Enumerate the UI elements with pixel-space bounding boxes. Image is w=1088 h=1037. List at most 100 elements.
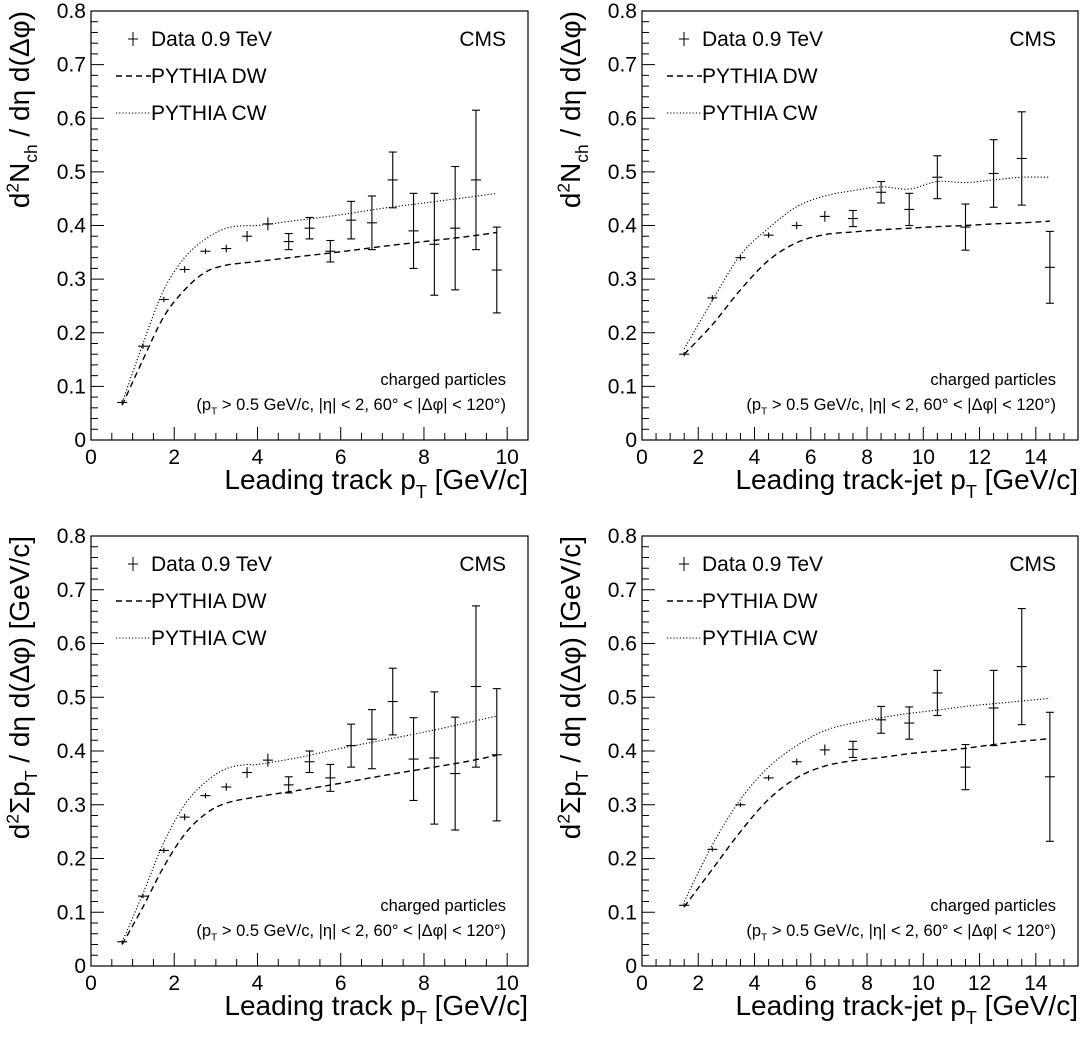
pythia-cw-curve <box>121 715 497 943</box>
data-point <box>304 216 315 240</box>
legend-label: PYTHIA DW <box>702 590 818 613</box>
y-tick-label: 0.3 <box>57 268 86 291</box>
data-point <box>904 706 915 740</box>
x-tick-label: 4 <box>252 446 264 469</box>
pythia-dw-curve <box>683 737 1050 908</box>
x-axis-title: Leading track-jet pT [GeV/c] <box>735 990 1078 1028</box>
x-tick-label: 6 <box>335 446 347 469</box>
x-tick-label: 4 <box>252 972 264 995</box>
data-series <box>117 605 502 944</box>
x-axis-title: Leading track pT [GeV/c] <box>224 464 528 502</box>
data-point <box>387 151 398 209</box>
y-tick-label: 0.1 <box>57 375 86 398</box>
y-axis-title: d2Nch / dη d(Δφ) <box>2 11 40 208</box>
x-tick-label: 2 <box>168 972 180 995</box>
y-tick-label: 0.1 <box>608 375 637 398</box>
x-tick-label: 8 <box>861 972 873 995</box>
legend-entry: PYTHIA CW <box>116 102 267 125</box>
experiment-label: CMS <box>1009 553 1056 576</box>
data-point <box>960 203 971 251</box>
y-tick-label: 0.5 <box>608 161 637 184</box>
y-tick-label: 0.4 <box>57 215 87 238</box>
y-tick-label: 0.4 <box>608 215 638 238</box>
y-tick-label: 0.8 <box>608 0 637 23</box>
pythia-cw-curve <box>683 697 1050 902</box>
legend-entry: Data 0.9 TeV <box>679 553 823 576</box>
panel-2: 0 0.1 0.2 0.3 0.4 0.5 0.6 0.7 0.8 0 2 4 6 8 10 12 14Lead… <box>553 0 1079 502</box>
data-point <box>932 669 943 717</box>
data-point <box>904 192 915 227</box>
legend-label: PYTHIA CW <box>702 102 818 125</box>
data-point <box>1016 608 1027 726</box>
x-tick-label: 6 <box>805 972 817 995</box>
data-point <box>283 776 294 794</box>
x-tick-label: 10 <box>912 972 935 995</box>
y-tick-label: 0.1 <box>608 901 637 924</box>
y-tick-label: 0.4 <box>608 740 638 763</box>
pythia-cw-curve <box>683 176 1050 350</box>
data-point <box>450 716 461 831</box>
legend-entry: Data 0.9 TeV <box>679 28 823 51</box>
legend-entry: PYTHIA CW <box>667 627 818 650</box>
legend-entry: PYTHIA DW <box>116 590 267 613</box>
data-point <box>791 221 802 230</box>
y-tick-label: 0.3 <box>57 794 86 817</box>
data-point <box>366 709 377 770</box>
legend-label: Data 0.9 TeV <box>702 553 823 576</box>
data-point <box>791 758 802 765</box>
legend-entry: PYTHIA CW <box>667 102 818 125</box>
data-point <box>387 667 398 736</box>
data-point <box>1044 711 1055 842</box>
data-point <box>325 763 336 792</box>
data-point <box>450 165 461 291</box>
data-point <box>179 813 190 821</box>
data-series <box>117 109 502 406</box>
experiment-label: CMS <box>459 553 506 576</box>
data-point <box>408 192 419 269</box>
x-tick-label: 14 <box>1024 446 1048 469</box>
data-point <box>346 200 357 240</box>
data-point <box>221 783 232 791</box>
experiment-label: CMS <box>1009 28 1056 51</box>
annotation-line-1: charged particles <box>380 371 506 389</box>
y-tick-label: 0.7 <box>57 54 86 77</box>
legend-entry: Data 0.9 TeV <box>128 553 272 576</box>
legend-entry: PYTHIA CW <box>116 627 267 650</box>
data-point <box>470 109 481 251</box>
x-tick-label: 10 <box>912 446 935 469</box>
legend-label: PYTHIA DW <box>151 590 267 613</box>
data-point <box>346 723 357 768</box>
data-point <box>988 669 999 747</box>
x-tick-label: 12 <box>968 972 991 995</box>
pythia-dw-curve <box>683 220 1050 355</box>
annotation-line-2: (pT > 0.5 GeV/c, |η| < 2, 60° < |Δφ| < 1… <box>746 922 1056 944</box>
data-series <box>679 111 1055 357</box>
annotation-line-2: (pT > 0.5 GeV/c, |η| < 2, 60° < |Δφ| < 1… <box>196 396 506 418</box>
y-tick-label: 0.6 <box>608 633 637 656</box>
data-point <box>819 211 830 222</box>
panel-4: 0 0.1 0.2 0.3 0.4 0.5 0.6 0.7 0.8 0 2 4 6 8 10 12 14Lead… <box>553 525 1079 1028</box>
data-point <box>408 717 419 802</box>
data-point <box>366 195 377 251</box>
data-point <box>847 209 858 228</box>
x-tick-label: 4 <box>749 446 761 469</box>
data-point <box>242 230 253 242</box>
data-point <box>158 296 169 303</box>
y-tick-label: 0.8 <box>608 525 637 548</box>
y-tick-label: 0 <box>74 429 86 452</box>
data-point <box>470 605 481 768</box>
y-tick-label: 0.7 <box>608 54 637 77</box>
y-tick-label: 0 <box>625 955 637 978</box>
x-axis-title: Leading track-jet pT [GeV/c] <box>735 464 1078 502</box>
pythia-dw-curve <box>121 754 497 945</box>
legend-label: PYTHIA DW <box>702 65 818 88</box>
data-point <box>960 743 971 791</box>
y-tick-label: 0 <box>625 429 637 452</box>
experiment-label: CMS <box>459 28 506 51</box>
legend-entry: PYTHIA DW <box>667 590 818 613</box>
panel-3: 0 0.1 0.2 0.3 0.4 0.5 0.6 0.7 0.8 0 2 4 6 8 10Leading … <box>2 525 529 1028</box>
data-point <box>707 847 718 852</box>
y-tick-label: 0.8 <box>57 525 86 548</box>
